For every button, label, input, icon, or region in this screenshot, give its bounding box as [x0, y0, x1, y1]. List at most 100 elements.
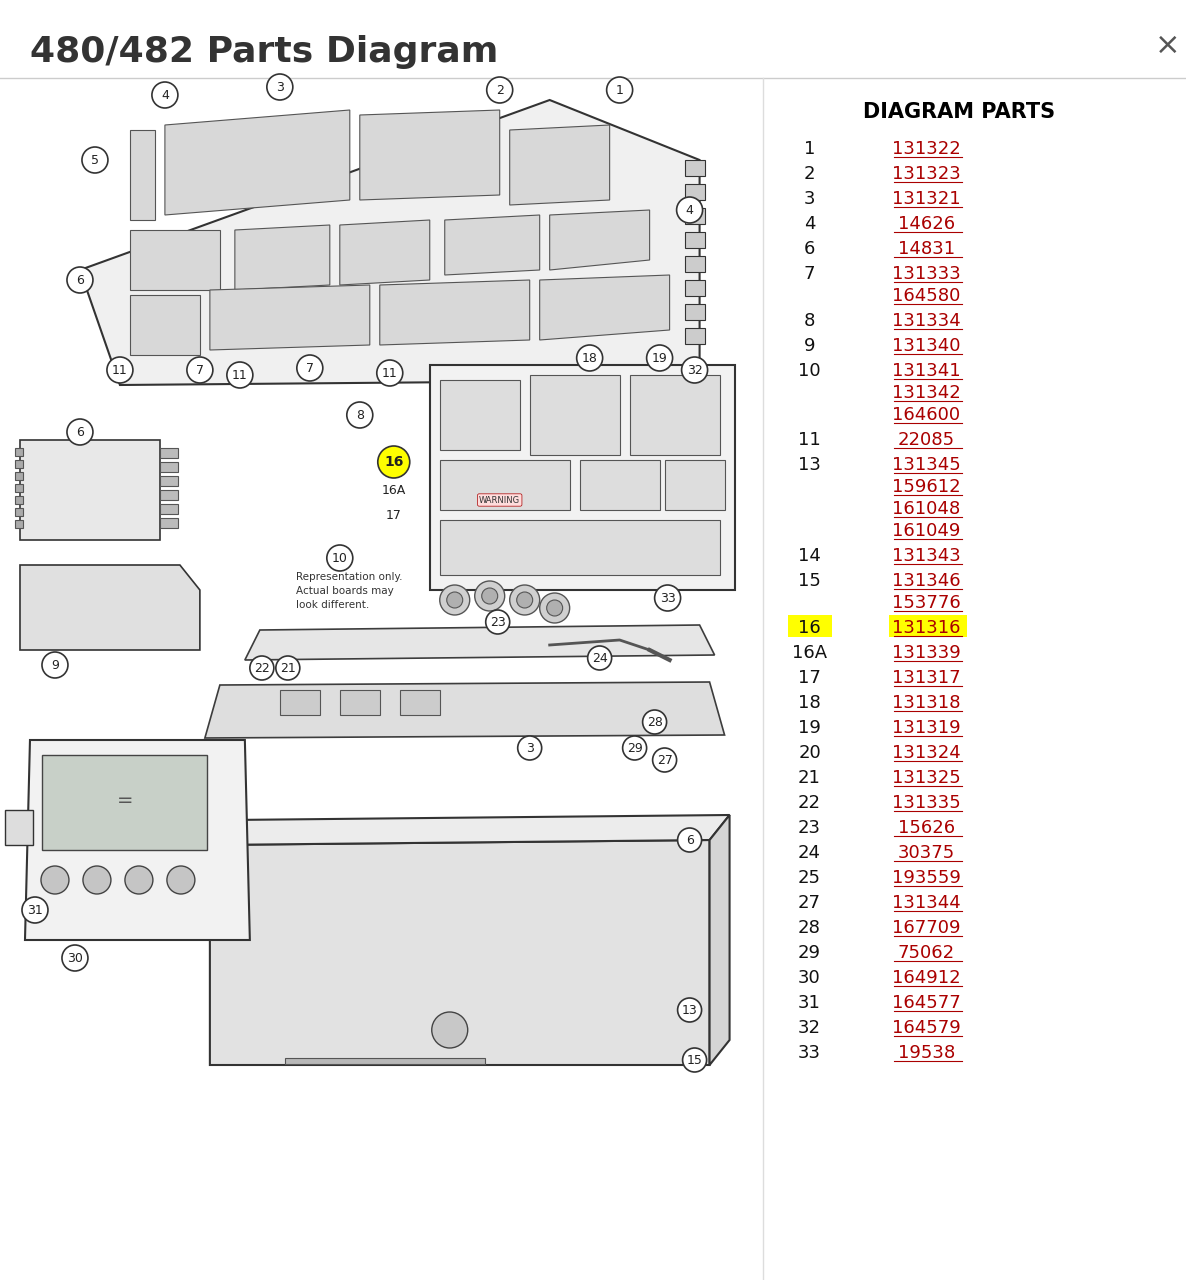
Text: 161048: 161048: [893, 500, 960, 518]
Bar: [685, 280, 705, 296]
Text: 131341: 131341: [893, 362, 960, 380]
Circle shape: [540, 593, 570, 623]
Text: 13: 13: [798, 456, 821, 474]
Bar: [665, 460, 724, 509]
Bar: [439, 520, 719, 575]
Circle shape: [683, 1048, 706, 1073]
Polygon shape: [129, 131, 155, 220]
Circle shape: [642, 710, 667, 733]
Text: 3: 3: [526, 741, 534, 754]
Circle shape: [83, 867, 110, 893]
Circle shape: [275, 657, 300, 680]
Circle shape: [482, 588, 497, 604]
Text: 131321: 131321: [893, 189, 960, 209]
Circle shape: [42, 652, 68, 678]
Bar: [15, 508, 23, 516]
Polygon shape: [129, 294, 199, 355]
Bar: [160, 518, 178, 529]
Text: 23: 23: [490, 616, 506, 628]
Polygon shape: [165, 110, 350, 215]
Text: 16A: 16A: [382, 484, 406, 497]
Polygon shape: [20, 440, 160, 540]
Bar: [685, 209, 705, 224]
Text: 131346: 131346: [893, 572, 960, 590]
Circle shape: [125, 867, 153, 893]
Text: 29: 29: [627, 741, 642, 754]
Circle shape: [654, 585, 680, 611]
Text: 2: 2: [496, 83, 503, 96]
Text: 164577: 164577: [893, 995, 960, 1012]
FancyBboxPatch shape: [889, 614, 967, 637]
Text: 167709: 167709: [893, 919, 960, 937]
Bar: [15, 484, 23, 492]
Text: 131343: 131343: [893, 547, 960, 564]
Circle shape: [653, 748, 677, 772]
Text: 19: 19: [652, 352, 667, 365]
Text: 15626: 15626: [897, 819, 956, 837]
Text: 31: 31: [27, 904, 43, 916]
Circle shape: [376, 360, 402, 387]
Bar: [685, 256, 705, 273]
Circle shape: [607, 77, 633, 102]
Circle shape: [186, 357, 212, 383]
Text: 6: 6: [76, 274, 84, 287]
Circle shape: [347, 402, 373, 428]
Polygon shape: [339, 220, 430, 285]
Circle shape: [518, 736, 541, 760]
Circle shape: [82, 147, 108, 173]
Bar: [430, 365, 735, 590]
Polygon shape: [445, 215, 540, 275]
Circle shape: [681, 357, 707, 383]
Circle shape: [623, 736, 647, 760]
Text: 159612: 159612: [893, 477, 960, 497]
Circle shape: [167, 867, 195, 893]
Text: 14: 14: [798, 547, 821, 564]
Text: 4: 4: [686, 204, 693, 216]
Bar: [160, 448, 178, 458]
Text: 7: 7: [196, 364, 204, 376]
Text: 10: 10: [332, 552, 348, 564]
Polygon shape: [210, 285, 370, 349]
Text: 6: 6: [686, 833, 693, 846]
Circle shape: [487, 77, 513, 102]
Polygon shape: [360, 110, 500, 200]
Polygon shape: [540, 275, 669, 340]
Text: 131334: 131334: [893, 312, 960, 330]
Text: 193559: 193559: [891, 869, 961, 887]
Text: 8: 8: [804, 312, 815, 330]
Polygon shape: [710, 815, 730, 1065]
Text: 8: 8: [356, 408, 363, 421]
Text: 30: 30: [798, 969, 821, 987]
Bar: [439, 460, 570, 509]
Bar: [280, 690, 319, 716]
Text: 22: 22: [254, 662, 269, 675]
Circle shape: [439, 585, 470, 614]
Circle shape: [475, 581, 504, 611]
Bar: [400, 690, 439, 716]
Circle shape: [326, 545, 353, 571]
Text: 15: 15: [686, 1053, 703, 1066]
Text: 23: 23: [798, 819, 821, 837]
Text: 6: 6: [804, 241, 815, 259]
Text: 153776: 153776: [893, 594, 960, 612]
Text: 2: 2: [804, 165, 815, 183]
Circle shape: [42, 867, 69, 893]
Text: 13: 13: [681, 1004, 698, 1016]
Text: 10: 10: [798, 362, 821, 380]
Text: 1: 1: [804, 140, 815, 157]
Bar: [339, 690, 380, 716]
Text: ×: ×: [1154, 31, 1180, 59]
Bar: [160, 504, 178, 515]
Text: 131322: 131322: [893, 140, 960, 157]
Circle shape: [647, 346, 673, 371]
FancyBboxPatch shape: [787, 614, 832, 637]
Text: 131317: 131317: [893, 669, 960, 687]
Text: 25: 25: [798, 869, 821, 887]
Text: 7: 7: [804, 265, 815, 283]
Text: 480/482 Parts Diagram: 480/482 Parts Diagram: [30, 35, 499, 69]
Text: 32: 32: [798, 1019, 821, 1037]
Text: 28: 28: [647, 716, 662, 728]
Circle shape: [377, 445, 410, 477]
Text: 16: 16: [385, 454, 404, 468]
Bar: [15, 520, 23, 529]
